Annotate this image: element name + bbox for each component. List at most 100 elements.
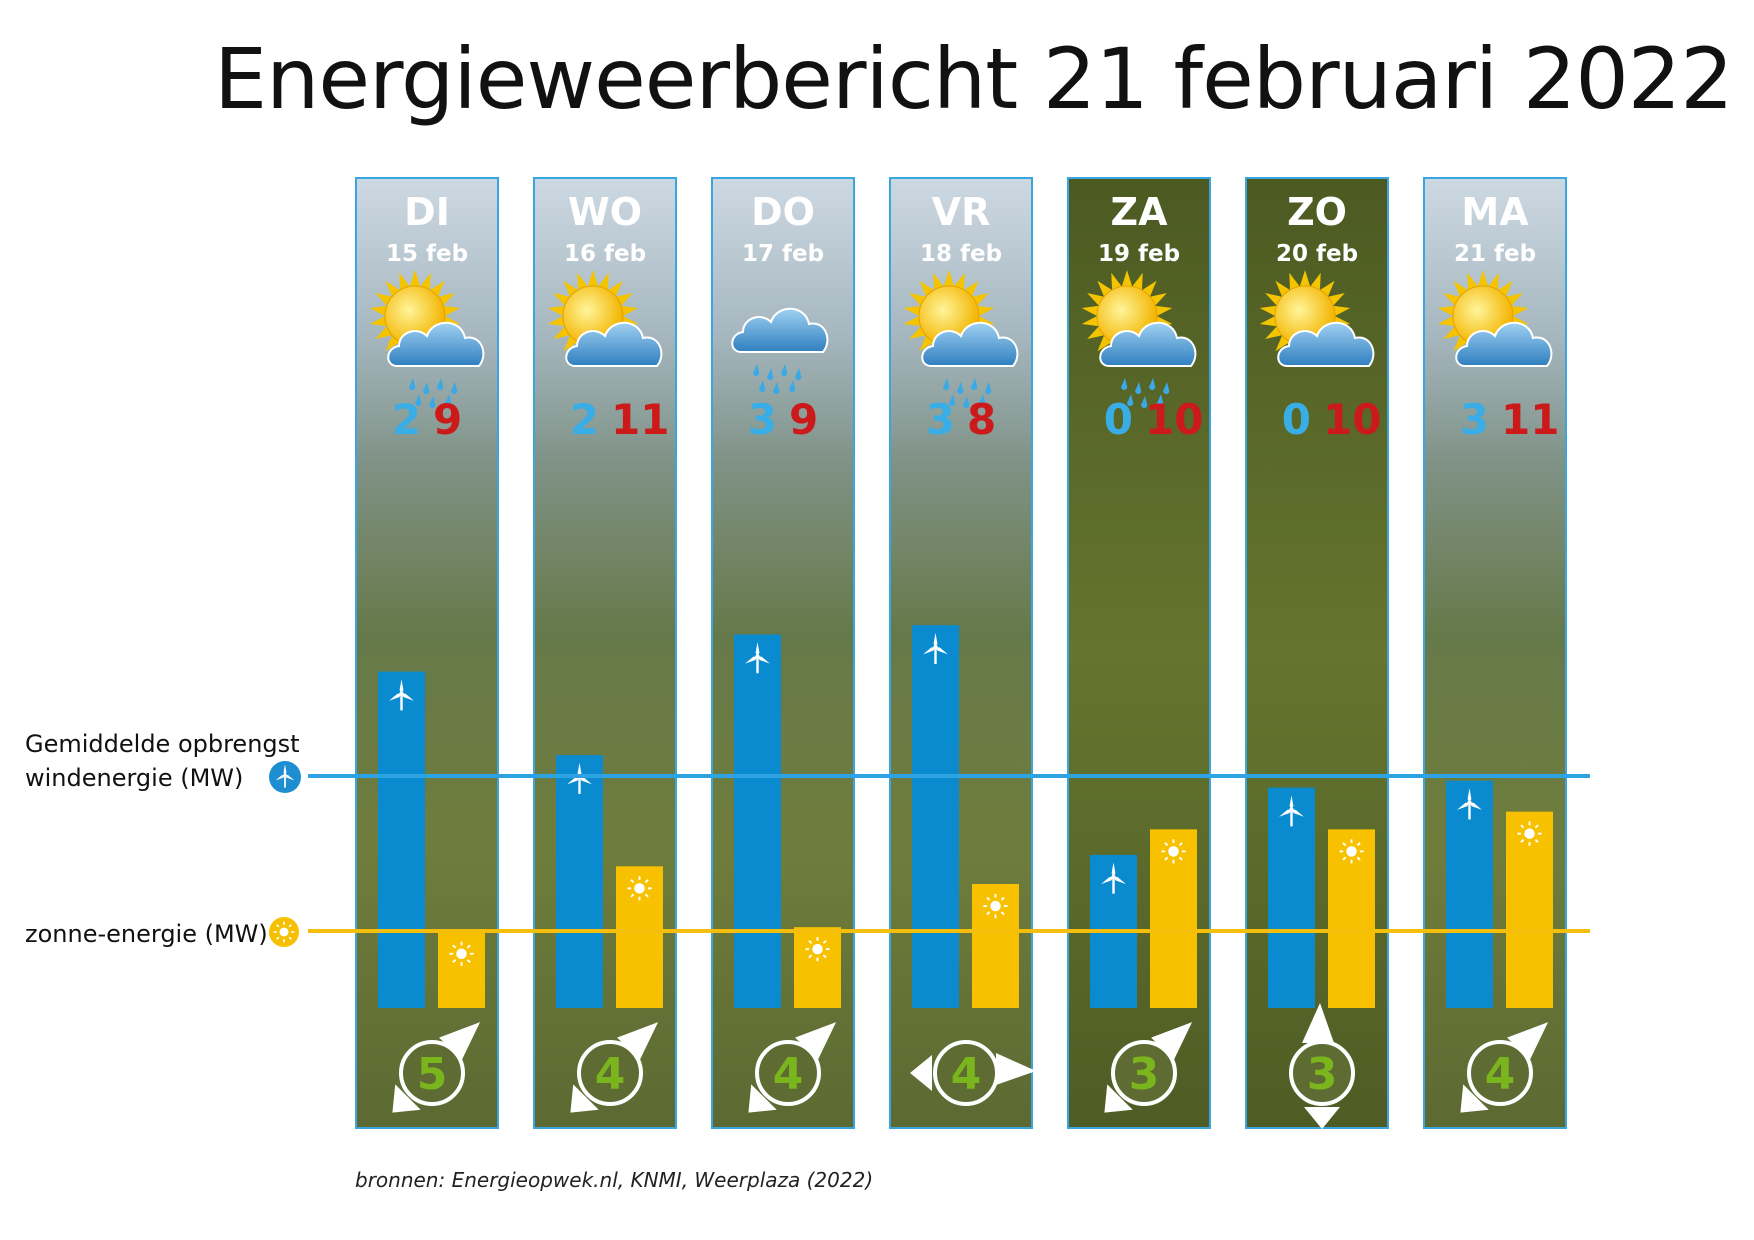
weather-sun-ray bbox=[410, 270, 420, 286]
sun-ray bbox=[452, 959, 457, 963]
day-date-label: 21 feb bbox=[1454, 241, 1536, 267]
sun-core bbox=[990, 900, 1001, 912]
weather-sun-ray bbox=[588, 270, 598, 286]
weather-cloud-shape bbox=[921, 321, 1019, 367]
wind-arrow-back bbox=[1460, 1084, 1489, 1113]
weather-raindrop bbox=[437, 378, 444, 391]
sun-ray bbox=[1342, 856, 1347, 861]
weather-sun-ray bbox=[977, 305, 995, 316]
weather-sun-ray bbox=[1259, 305, 1277, 316]
turbine-blade bbox=[1289, 795, 1294, 810]
day-name-label: WO bbox=[568, 190, 642, 234]
sun-core bbox=[812, 943, 823, 955]
sun-icon bbox=[627, 876, 652, 901]
turbine-blade bbox=[1457, 802, 1470, 810]
weather-raindrop bbox=[985, 382, 992, 395]
day-panel: ZO 20 feb 0 10 3 bbox=[1245, 177, 1389, 1129]
weather-sun-ray bbox=[616, 293, 633, 306]
sun-ray bbox=[1534, 838, 1539, 843]
weather-sun-ray bbox=[577, 272, 588, 290]
weather-sun-ray bbox=[399, 272, 410, 290]
sun-cloud-icon bbox=[1259, 270, 1375, 367]
wind-turbine-icon bbox=[389, 679, 414, 711]
weather-sun-ray bbox=[933, 272, 944, 290]
sun-core bbox=[456, 948, 467, 960]
weather-sun-ray bbox=[909, 293, 926, 306]
weather-raindrop bbox=[415, 394, 422, 407]
temp-max-label: 9 bbox=[789, 395, 818, 444]
weather-sun-ray bbox=[1265, 326, 1282, 339]
cloud-rain-icon bbox=[731, 307, 829, 395]
solar-legend-icon bbox=[269, 917, 299, 947]
weather-sun-ray bbox=[438, 293, 455, 306]
weather-sun-ray bbox=[1259, 316, 1277, 327]
wind-force-circle bbox=[1289, 1040, 1355, 1106]
temp-max-label: 8 bbox=[967, 395, 996, 444]
temp-min-label: 2 bbox=[570, 395, 599, 444]
weather-cloud-shape bbox=[1277, 321, 1375, 367]
sun-ray bbox=[822, 954, 827, 959]
turbine-blade bbox=[755, 642, 760, 657]
weather-raindrop bbox=[949, 394, 956, 407]
sun-ray bbox=[276, 936, 280, 940]
weather-sun-ray bbox=[1081, 305, 1099, 316]
weather-sun-ray bbox=[1310, 272, 1321, 290]
turbine-blade bbox=[399, 679, 404, 694]
weather-sun-ray bbox=[903, 305, 921, 316]
sun-icon bbox=[449, 941, 474, 966]
sun-ray bbox=[1520, 838, 1525, 843]
turbine-blade bbox=[401, 693, 414, 701]
wind-arrow-front bbox=[795, 1022, 837, 1061]
weather-raindrop bbox=[767, 368, 774, 381]
sun-ray bbox=[288, 924, 292, 928]
weather-raindrop bbox=[429, 396, 436, 409]
solar-bar bbox=[1150, 829, 1197, 1008]
weather-raindrop bbox=[1157, 394, 1164, 407]
reference-lines bbox=[308, 774, 1590, 933]
turbine-blade bbox=[1279, 809, 1292, 817]
day-name-label: ZA bbox=[1111, 190, 1169, 234]
weather-raindrop bbox=[773, 382, 780, 395]
sun-ray bbox=[1178, 856, 1183, 861]
weather-sun-ray bbox=[954, 272, 965, 290]
sun-ray bbox=[1342, 842, 1347, 847]
weather-sun-ray bbox=[1467, 272, 1478, 290]
turbine-hub bbox=[1111, 874, 1116, 880]
turbine-blade bbox=[1291, 809, 1304, 817]
day-date-label: 20 feb bbox=[1276, 241, 1358, 267]
weather-sun-ray bbox=[1511, 305, 1529, 316]
weather-sun-ray bbox=[553, 293, 570, 306]
wind-direction-indicator: 4 bbox=[748, 1022, 837, 1113]
weather-sun-ray bbox=[1087, 293, 1104, 306]
wind-force-circle bbox=[1467, 1040, 1533, 1106]
weather-sun-ray bbox=[621, 305, 639, 316]
day-panel: DI 15 feb 2 9 5 bbox=[355, 177, 499, 1129]
sun-ray bbox=[644, 879, 649, 884]
weather-raindrop bbox=[1149, 378, 1156, 391]
weather-raindrop bbox=[943, 378, 950, 391]
wind-turbine-icon bbox=[923, 632, 948, 665]
wind-average-legend: Gemiddelde opbrengst windenergie (MW) bbox=[25, 727, 300, 795]
temp-max-label: 10 bbox=[1145, 395, 1203, 444]
day-name-label: MA bbox=[1461, 190, 1529, 234]
sun-core bbox=[1346, 846, 1357, 857]
wind-turbine-icon bbox=[1279, 795, 1304, 827]
sun-icon bbox=[1339, 839, 1364, 864]
wind-arrow-front bbox=[1507, 1022, 1549, 1061]
wind-bar bbox=[734, 634, 781, 1008]
weather-cloud bbox=[565, 321, 663, 367]
turbine-blade bbox=[285, 775, 295, 781]
turbine-blade bbox=[1467, 788, 1472, 803]
temp-min-label: 0 bbox=[1282, 395, 1311, 444]
weather-sun-ray bbox=[375, 293, 392, 306]
day-date-label: 16 feb bbox=[564, 241, 646, 267]
solar-bar bbox=[1328, 829, 1375, 1008]
turbine-blade bbox=[579, 777, 592, 785]
weather-sun-ray bbox=[369, 305, 387, 316]
weather-sun-ray bbox=[1328, 293, 1345, 306]
sun-ray bbox=[1534, 824, 1539, 829]
weather-cloud-shape bbox=[565, 321, 663, 367]
weather-raindrop bbox=[1141, 396, 1148, 409]
weather-sun-ray bbox=[420, 272, 431, 290]
weather-sun-ray bbox=[553, 326, 570, 339]
